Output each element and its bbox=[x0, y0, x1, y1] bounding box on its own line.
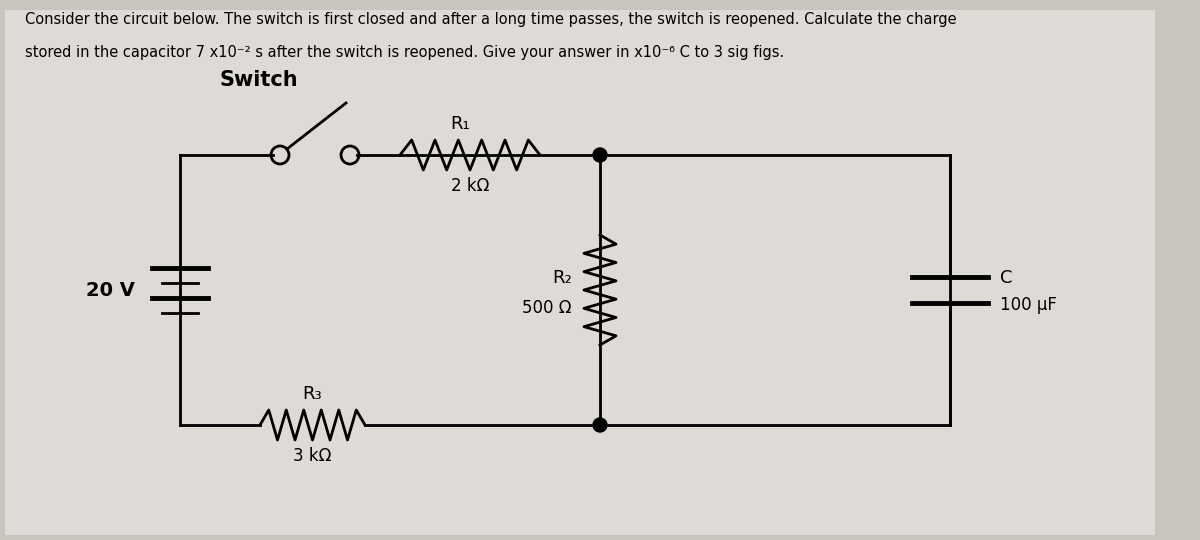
Text: Consider the circuit below. The switch is first closed and after a long time pas: Consider the circuit below. The switch i… bbox=[25, 12, 956, 27]
Text: C: C bbox=[1000, 269, 1013, 287]
FancyBboxPatch shape bbox=[5, 10, 1154, 535]
Text: stored in the capacitor 7 x10⁻² s after the switch is reopened. Give your answer: stored in the capacitor 7 x10⁻² s after … bbox=[25, 45, 785, 60]
Text: Switch: Switch bbox=[220, 70, 299, 90]
Circle shape bbox=[593, 418, 607, 432]
Text: 2 kΩ: 2 kΩ bbox=[451, 177, 490, 195]
Text: 3 kΩ: 3 kΩ bbox=[293, 447, 331, 465]
Text: R₂: R₂ bbox=[552, 269, 572, 287]
Text: 100 μF: 100 μF bbox=[1000, 296, 1057, 314]
Text: 20 V: 20 V bbox=[86, 280, 134, 300]
Circle shape bbox=[593, 148, 607, 162]
Text: 500 Ω: 500 Ω bbox=[522, 299, 572, 317]
Text: R₃: R₃ bbox=[302, 385, 323, 403]
Text: R₁: R₁ bbox=[450, 115, 470, 133]
